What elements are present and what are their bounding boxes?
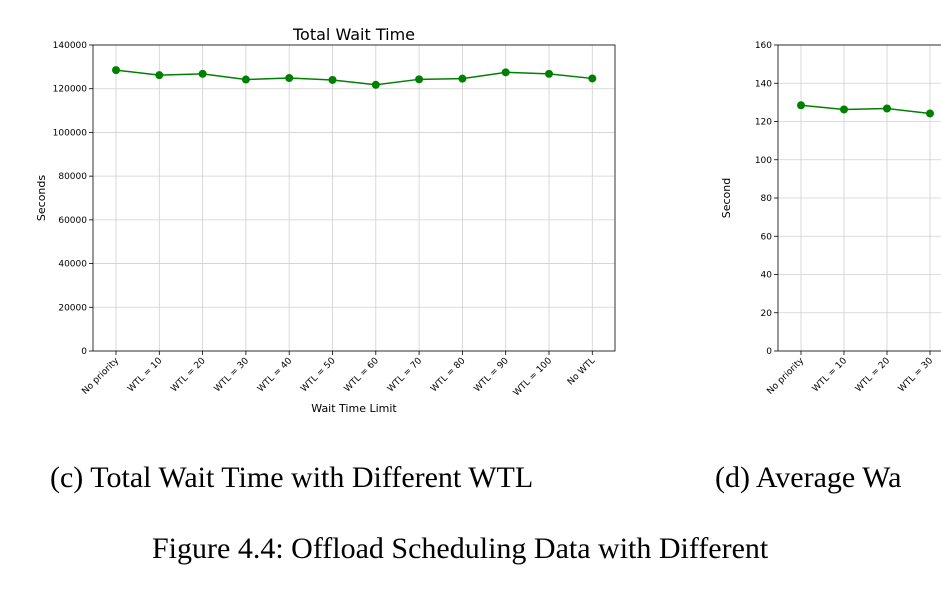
point <box>501 68 510 77</box>
y-tick-label: 160 <box>755 41 772 51</box>
point <box>112 66 120 75</box>
y-tick-label: 60 <box>761 232 773 242</box>
x-tick-label: WTL = 100 <box>512 356 555 399</box>
x-tick-label: WTL = 10 <box>126 356 164 394</box>
y-tick-label: 0 <box>81 347 87 357</box>
y-tick-label: 120 <box>755 118 772 128</box>
point <box>883 104 891 113</box>
x-tick-label: No priority <box>765 356 806 397</box>
point <box>285 74 294 83</box>
x-tick-label: No WTL <box>566 356 597 387</box>
x-tick-label: WTL = 40 <box>256 356 294 394</box>
line <box>115 69 593 86</box>
x-tick-label: WTL = 70 <box>386 356 424 394</box>
x-tick-label: WTL = 20 <box>854 356 892 394</box>
line <box>800 104 931 115</box>
x-axis-label: Wait Time Limit <box>311 402 397 415</box>
y-tick-label: 80000 <box>58 172 87 182</box>
y-tick-label: 100 <box>755 156 772 166</box>
point <box>371 80 380 89</box>
y-axis-label: Second <box>720 178 733 218</box>
point <box>415 75 424 84</box>
point <box>588 74 597 83</box>
figure-caption: Figure 4.4: Offload Scheduling Data with… <box>152 532 769 565</box>
point <box>840 105 848 114</box>
x-tick-label: No priority <box>80 356 121 397</box>
chart-title: Total Wait Time <box>292 25 415 44</box>
point <box>328 75 337 84</box>
y-tick-label: 0 <box>766 347 772 357</box>
x-tick-label: WTL = 30 <box>213 356 251 394</box>
x-tick-label: WTL = 50 <box>299 356 337 394</box>
x-tick-label: WTL = 10 <box>811 356 849 394</box>
subcaption: (d) Average Wa <box>715 461 901 494</box>
x-tick-label: WTL = 20 <box>169 356 207 394</box>
y-tick-label: 140 <box>755 79 772 89</box>
point <box>155 71 164 80</box>
y-tick-label: 20000 <box>58 303 87 313</box>
point <box>198 69 207 78</box>
plot-frame <box>777 44 941 352</box>
y-tick-label: 120000 <box>53 85 88 95</box>
x-tick-label: WTL = 90 <box>473 356 511 394</box>
point <box>926 109 934 118</box>
point <box>545 69 553 78</box>
point <box>458 74 467 83</box>
x-tick-label: WTL = 30 <box>897 356 935 394</box>
x-tick-label: WTL = 60 <box>343 356 381 394</box>
y-tick-label: 40000 <box>58 260 87 270</box>
x-tick-label: WTL = 80 <box>429 356 467 394</box>
point <box>797 101 805 110</box>
y-axis-label: Seconds <box>35 175 48 221</box>
y-tick-label: 60000 <box>58 216 87 226</box>
subcaption: (c) Total Wait Time with Different WTL <box>50 461 533 494</box>
y-tick-label: 80 <box>761 194 773 204</box>
y-tick-label: 100000 <box>53 128 88 138</box>
y-tick-label: 20 <box>761 309 773 319</box>
y-tick-label: 140000 <box>53 41 88 51</box>
plot-frame <box>92 44 616 352</box>
point <box>241 75 250 84</box>
y-tick-label: 40 <box>761 271 773 281</box>
